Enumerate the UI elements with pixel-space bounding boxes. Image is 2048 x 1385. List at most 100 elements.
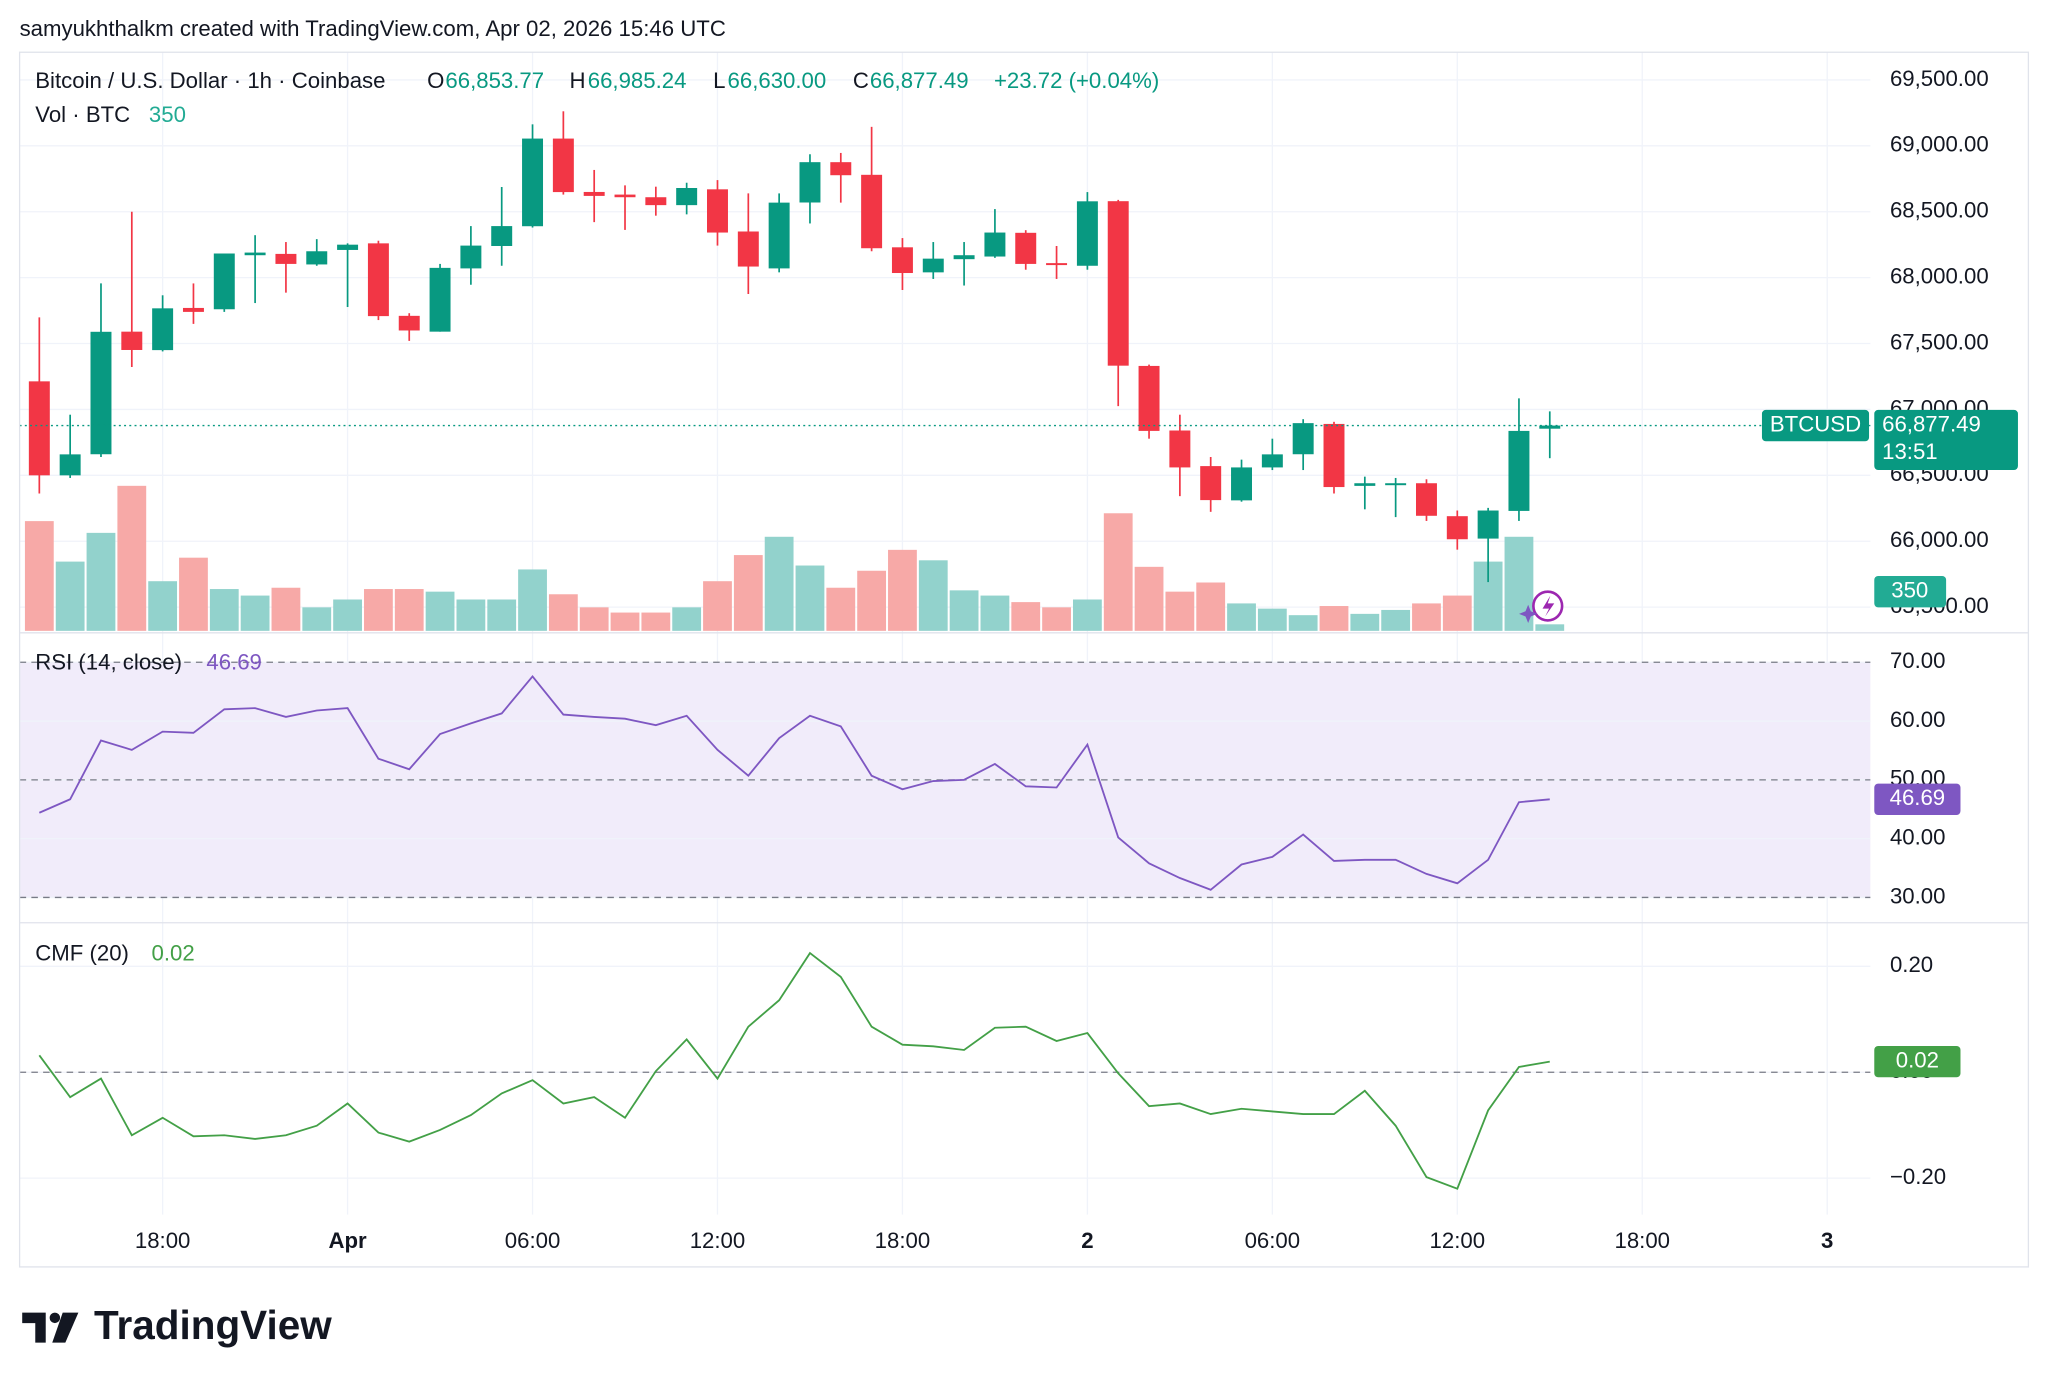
volume-bar [456, 599, 486, 631]
volume-bar [1011, 602, 1041, 631]
volume-bar [240, 595, 270, 631]
volume-bar [364, 589, 393, 631]
volume-bar [1072, 599, 1102, 631]
brand-name: TradingView [94, 1302, 332, 1348]
volume-bar [1442, 595, 1472, 631]
candle-body [244, 252, 266, 256]
volume-bar [1535, 624, 1565, 631]
candle-body [337, 244, 359, 250]
volume-bar [1103, 513, 1133, 631]
y-tick-label: 70.00 [1890, 648, 1946, 673]
volume-bar [1412, 603, 1441, 631]
volume-legend-value: 350 [149, 102, 186, 127]
candle-body [275, 253, 297, 264]
candle-body [1539, 425, 1561, 429]
volume-bar [857, 570, 887, 631]
y-tick-label: 40.00 [1890, 824, 1946, 849]
candle-body [1354, 483, 1376, 486]
ohlc-key: C [853, 68, 869, 93]
volume-bar [271, 587, 301, 631]
price-tag: 66,877.49 [1882, 411, 1981, 436]
candle-body [645, 197, 667, 206]
candle-body [737, 231, 759, 267]
volume-bar [888, 549, 917, 631]
volume-bar [117, 485, 147, 631]
volume-bar [672, 607, 702, 631]
candle-body [491, 226, 513, 246]
value-tag-bg [1874, 1045, 1961, 1078]
cmf-legend-value: 0.02 [152, 941, 195, 966]
indicator-line [38, 674, 1550, 891]
volume-tag-bg [1874, 575, 1947, 608]
volume-bar [518, 569, 547, 631]
candle-body [1169, 430, 1191, 468]
volume-bar [1042, 607, 1071, 631]
volume-bar [579, 607, 609, 631]
volume-bar [1319, 606, 1349, 631]
candle-body [367, 243, 389, 317]
volume-bar [86, 532, 116, 631]
x-tick-label: 2 [1081, 1228, 1093, 1253]
ohlc-key: O [427, 68, 444, 93]
volume-bar [209, 589, 239, 631]
logo-dot [49, 1312, 61, 1324]
icon-sparkle [1519, 604, 1538, 624]
ohlc-value: 66,853.77 [445, 68, 544, 93]
volume-bar [1165, 591, 1195, 631]
x-tick-label: Apr [328, 1228, 367, 1253]
volume-bar [826, 587, 856, 631]
candle-body [1261, 454, 1283, 468]
indicator-line [38, 951, 1550, 1190]
candle-body [1323, 423, 1345, 488]
x-tick-label: 18:00 [1614, 1228, 1670, 1253]
brand-logo [22, 1312, 79, 1343]
logo-shape [52, 1312, 79, 1343]
candle-body [1446, 516, 1468, 540]
ohlc-value: 66,877.49 [870, 68, 969, 93]
volume-bar [641, 612, 671, 631]
candle-body [1231, 467, 1253, 501]
volume-bar [425, 591, 455, 631]
volume-bar [1288, 615, 1318, 631]
volume-bar [949, 590, 979, 631]
candle-body [59, 454, 81, 476]
candle-body [984, 232, 1006, 257]
x-tick-label: 06:00 [1245, 1228, 1301, 1253]
marks-layer [19, 111, 1871, 1190]
assistant-icon[interactable] [1519, 590, 1564, 624]
candle-body [1076, 201, 1098, 266]
y-tick-label: 69,000.00 [1890, 132, 1989, 157]
icon-bolt [1542, 595, 1555, 617]
candle-body [1200, 466, 1222, 501]
ohlc-key: L [713, 68, 725, 93]
candle-body [1385, 483, 1407, 486]
volume-bar [302, 607, 332, 631]
volume-bar [1134, 566, 1164, 631]
candle-body [398, 315, 420, 331]
volume-bar [24, 521, 54, 631]
candle-body [1415, 483, 1437, 516]
value-tag: 46.69 [1890, 785, 1946, 810]
candle-body [522, 138, 544, 227]
candle-body [922, 258, 944, 273]
chart-frame [18, 51, 2030, 1268]
candle-body [1138, 365, 1160, 431]
x-tick-label: 12:00 [1430, 1228, 1486, 1253]
volume-bar [733, 555, 763, 631]
volume-bar [795, 565, 825, 631]
volume-bar [1257, 608, 1287, 631]
candle-body [182, 307, 204, 312]
symbol-tag-bg [1761, 409, 1870, 442]
x-tick-label: 18:00 [135, 1228, 191, 1253]
volume-bar [394, 589, 424, 631]
volume-bar [333, 599, 362, 631]
candle-body [28, 381, 50, 476]
candle-body [121, 331, 143, 350]
y-tick-label: 69,500.00 [1890, 66, 1989, 91]
candle-body [460, 245, 482, 269]
countdown-tag: 13:51 [1882, 439, 1938, 464]
candle-body [891, 247, 913, 274]
volume-bar [610, 612, 640, 631]
x-tick-label: 12:00 [690, 1228, 746, 1253]
